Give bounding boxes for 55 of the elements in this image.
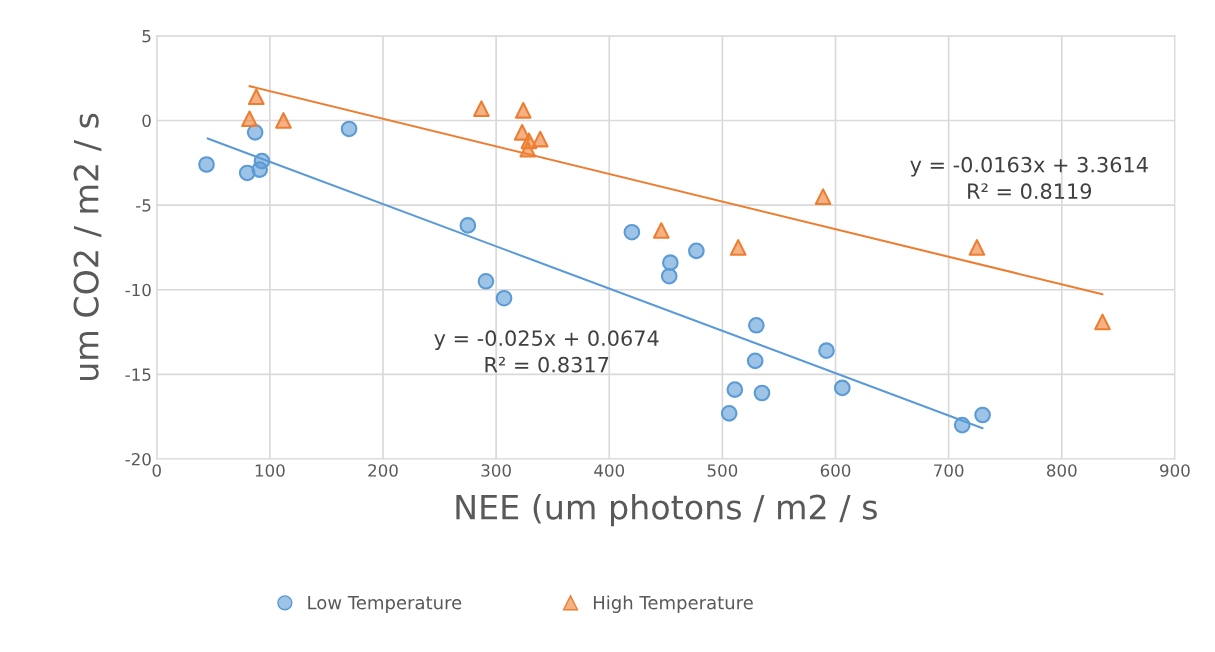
point bbox=[953, 416, 971, 434]
point bbox=[660, 267, 678, 285]
x-tick-label: 300 bbox=[481, 464, 511, 477]
point bbox=[1094, 313, 1111, 331]
x-tick-label: 700 bbox=[934, 464, 964, 477]
annotation: y = -0.025x + 0.0674 R² = 0.8317 bbox=[434, 330, 659, 373]
x-tick-label: 0 bbox=[152, 464, 161, 477]
x-tick-label: 400 bbox=[594, 464, 625, 477]
point bbox=[818, 342, 835, 360]
point bbox=[746, 352, 764, 370]
y-tick-label: -5 bbox=[136, 199, 151, 212]
point bbox=[519, 140, 537, 158]
point bbox=[623, 223, 641, 241]
point bbox=[340, 120, 358, 138]
y-tick-label: -20 bbox=[125, 452, 151, 466]
point bbox=[753, 384, 771, 402]
point bbox=[720, 404, 738, 422]
point bbox=[968, 239, 986, 256]
x-tick-label: 100 bbox=[255, 464, 285, 477]
y-axis-title: um CO2 / m2 / s bbox=[73, 113, 102, 380]
y-tick-label: -10 bbox=[125, 283, 151, 297]
annotation: y = -0.0163x + 3.3614 R² = 0.8119 bbox=[910, 156, 1148, 200]
y-tick-label: 0 bbox=[142, 114, 151, 128]
point bbox=[513, 124, 531, 141]
point bbox=[833, 379, 851, 397]
y-tick-label: -15 bbox=[125, 368, 151, 381]
point bbox=[974, 406, 991, 424]
point bbox=[241, 110, 258, 128]
point bbox=[814, 188, 832, 205]
x-tick-label: 600 bbox=[820, 464, 851, 477]
point bbox=[514, 102, 532, 119]
legend-label: High Temperature bbox=[593, 595, 753, 613]
point bbox=[459, 217, 477, 234]
point bbox=[246, 124, 264, 141]
legend-label: Low Temperature bbox=[308, 596, 462, 613]
point bbox=[251, 161, 269, 178]
point bbox=[688, 242, 705, 260]
point bbox=[473, 100, 490, 117]
point bbox=[477, 272, 495, 290]
point bbox=[662, 254, 679, 271]
y-tick-label: 5 bbox=[142, 30, 151, 43]
x-tick-label: 800 bbox=[1047, 464, 1077, 477]
x-tick-label: 900 bbox=[1160, 464, 1190, 477]
x-axis-title: NEE (um photons / m2 / s bbox=[456, 493, 877, 527]
point bbox=[495, 289, 513, 307]
x-tick-label: 500 bbox=[707, 464, 738, 477]
point bbox=[748, 316, 765, 334]
point bbox=[247, 88, 265, 106]
point bbox=[531, 130, 549, 148]
point bbox=[198, 156, 215, 173]
point bbox=[275, 112, 292, 129]
point bbox=[652, 222, 670, 239]
point bbox=[729, 239, 747, 256]
point bbox=[726, 381, 744, 398]
x-tick-label: 200 bbox=[368, 464, 398, 477]
